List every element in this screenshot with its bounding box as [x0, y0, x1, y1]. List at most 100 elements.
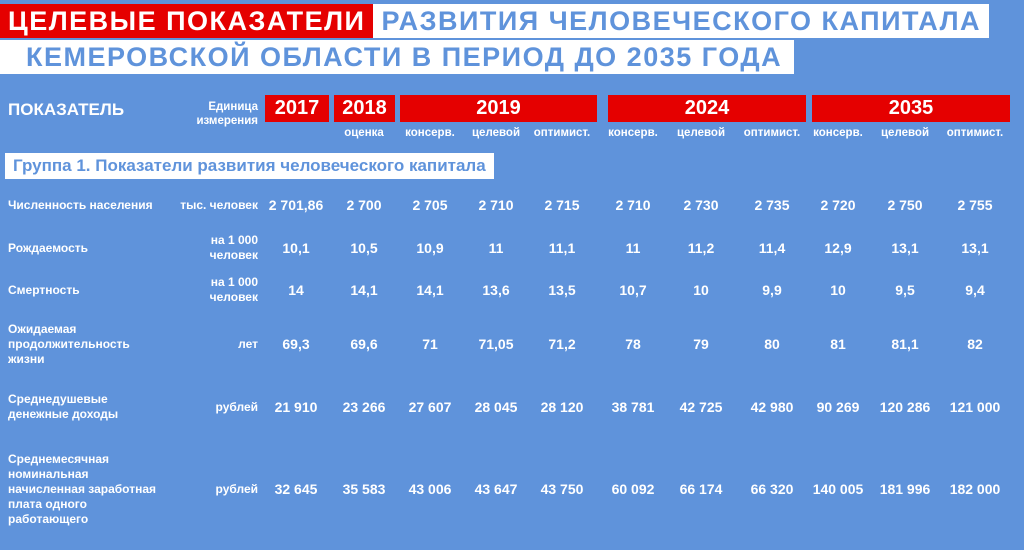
value-cell: 90 269: [816, 399, 860, 415]
value-cell: 9,5: [895, 282, 915, 298]
value-cell: 28 045: [474, 399, 518, 415]
value-cell: 13,1: [891, 240, 919, 256]
subheader-cell: оптимист.: [533, 127, 591, 139]
value-cell: 10,9: [416, 240, 444, 256]
subheader-cell: консерв.: [813, 127, 863, 139]
subheader-cell: целевой: [676, 127, 726, 139]
row-unit: рублей: [215, 399, 258, 414]
value-cell: 80: [764, 336, 780, 352]
value-cell: 140 005: [812, 481, 864, 497]
row-unit: лет: [238, 336, 258, 351]
value-cell: 2 720: [820, 197, 856, 213]
value-cell: 182 000: [949, 481, 1001, 497]
value-cell: 14: [288, 282, 304, 298]
subheader-cell: консерв.: [608, 127, 658, 139]
value-cell: 10,5: [350, 240, 378, 256]
unit-header: Единица измерения: [196, 101, 258, 127]
year-2035: 2035: [812, 95, 1010, 122]
row-unit: на 1 000 человек: [209, 233, 258, 262]
value-cell: 81,1: [891, 336, 919, 352]
year-2017: 2017: [265, 95, 329, 122]
value-cell: 2 715: [544, 197, 580, 213]
subheader-cell: оптимист.: [946, 127, 1004, 139]
value-cell: 23 266: [342, 399, 386, 415]
value-cell: 21 910: [274, 399, 318, 415]
title-line-2: КЕМЕРОВСКОЙ ОБЛАСТИ В ПЕРИОД ДО 2035 ГОД…: [0, 40, 795, 74]
subheader-cell: целевой: [471, 127, 521, 139]
value-cell: 14,1: [350, 282, 378, 298]
value-cell: 43 750: [540, 481, 584, 497]
value-cell: 10,1: [282, 240, 310, 256]
value-cell: 79: [693, 336, 709, 352]
value-cell: 66 174: [679, 481, 723, 497]
group-title: Группа 1. Показатели развития человеческ…: [5, 153, 494, 179]
subheader-cell: оценка: [344, 127, 384, 139]
value-cell: 9,4: [965, 282, 985, 298]
value-cell: 2 701,86: [268, 197, 324, 213]
value-cell: 69,6: [350, 336, 378, 352]
indicator-header: ПОКАЗАТЕЛЬ: [8, 100, 125, 119]
value-cell: 2 710: [478, 197, 514, 213]
value-cell: 13,6: [482, 282, 510, 298]
subheader-cell: целевой: [880, 127, 930, 139]
row-label: Смертность: [8, 282, 80, 297]
value-cell: 10: [830, 282, 846, 298]
value-cell: 27 607: [408, 399, 452, 415]
value-cell: 2 755: [957, 197, 993, 213]
value-cell: 69,3: [282, 336, 310, 352]
value-cell: 12,9: [824, 240, 852, 256]
value-cell: 11,1: [548, 240, 576, 256]
value-cell: 42 980: [750, 399, 794, 415]
row-unit: рублей: [215, 481, 258, 496]
value-cell: 11: [488, 240, 504, 256]
value-cell: 14,1: [416, 282, 444, 298]
value-cell: 2 735: [754, 197, 790, 213]
value-cell: 43 647: [474, 481, 518, 497]
row-label: Среднемесячная номинальная начисленная з…: [8, 451, 157, 526]
row-label: Среднедушевые денежные доходы: [8, 392, 119, 421]
value-cell: 181 996: [879, 481, 931, 497]
value-cell: 10,7: [619, 282, 647, 298]
value-cell: 71: [422, 336, 438, 352]
value-cell: 11,4: [758, 240, 786, 256]
value-cell: 71,05: [478, 336, 514, 352]
subheader-cell: консерв.: [405, 127, 455, 139]
value-cell: 13,1: [961, 240, 989, 256]
value-cell: 11,2: [687, 240, 715, 256]
row-label: Численность населения: [8, 197, 153, 212]
value-cell: 2 705: [412, 197, 448, 213]
row-label: Ожидаемая продолжительность жизни: [8, 321, 130, 366]
value-cell: 13,5: [548, 282, 576, 298]
row-unit: тыс. человек: [180, 197, 258, 212]
value-cell: 42 725: [679, 399, 723, 415]
value-cell: 78: [625, 336, 641, 352]
year-2019: 2019: [400, 95, 597, 122]
value-cell: 43 006: [408, 481, 452, 497]
value-cell: 9,9: [762, 282, 782, 298]
value-cell: 2 710: [615, 197, 651, 213]
value-cell: 10: [693, 282, 709, 298]
year-2024: 2024: [608, 95, 806, 122]
value-cell: 81: [830, 336, 846, 352]
title-line-2-text: КЕМЕРОВСКОЙ ОБЛАСТИ В ПЕРИОД ДО 2035 ГОД…: [0, 40, 795, 74]
value-cell: 120 286: [879, 399, 931, 415]
value-cell: 2 730: [683, 197, 719, 213]
value-cell: 11: [625, 240, 641, 256]
value-cell: 38 781: [611, 399, 655, 415]
value-cell: 32 645: [274, 481, 318, 497]
value-cell: 35 583: [342, 481, 386, 497]
title-line-1: ЦЕЛЕВЫЕ ПОКАЗАТЕЛИ РАЗВИТИЯ ЧЕЛОВЕЧЕСКОГО…: [0, 4, 990, 38]
value-cell: 28 120: [540, 399, 584, 415]
value-cell: 2 750: [887, 197, 923, 213]
title-rest: РАЗВИТИЯ ЧЕЛОВЕЧЕСКОГО КАПИТАЛА: [373, 4, 990, 38]
value-cell: 121 000: [949, 399, 1001, 415]
subheader-cell: оптимист.: [743, 127, 801, 139]
row-label: Рождаемость: [8, 240, 89, 255]
value-cell: 66 320: [750, 481, 794, 497]
row-unit: на 1 000 человек: [209, 275, 258, 304]
year-2018: 2018: [334, 95, 395, 122]
title-highlight: ЦЕЛЕВЫЕ ПОКАЗАТЕЛИ: [0, 4, 374, 38]
value-cell: 2 700: [346, 197, 382, 213]
value-cell: 71,2: [548, 336, 576, 352]
value-cell: 82: [967, 336, 983, 352]
